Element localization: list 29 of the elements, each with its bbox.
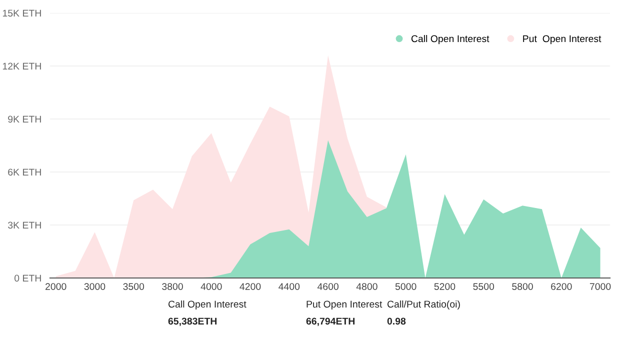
- x-tick-label: 6200: [551, 283, 572, 290]
- y-tick-label: 9K ETH: [8, 116, 41, 123]
- x-tick-label: 4000: [200, 283, 222, 290]
- x-tick-label: 4400: [278, 283, 300, 290]
- y-tick-label: 6K ETH: [8, 168, 41, 176]
- x-tick-label: 5800: [512, 283, 533, 290]
- y-tick-label: 15K ETH: [2, 10, 41, 17]
- text: Call/Put Ratio(oi): [387, 300, 460, 310]
- x-tick-label: 4200: [240, 283, 261, 290]
- x-tick-label: 7000: [590, 283, 611, 290]
- text: 66,794ETH: [306, 318, 355, 326]
- text: Put Open Interest: [306, 300, 382, 310]
- text: 0.98: [387, 318, 406, 325]
- x-tick-label: 4600: [317, 283, 338, 290]
- x-tick-label: 3500: [123, 283, 144, 290]
- legend-label: Call Open Interest: [411, 35, 490, 44]
- x-tick-label: 4800: [356, 283, 378, 290]
- x-tick-label: 3800: [162, 283, 183, 290]
- y-tick-label: 12K ETH: [2, 62, 41, 70]
- y-tick-label: 0 ETH: [14, 274, 41, 282]
- x-tick-label: 5500: [473, 283, 494, 290]
- x-tick-label: 5000: [395, 283, 416, 290]
- legend-label: Put Open Interest: [523, 35, 602, 44]
- text: Call Open Interest: [168, 300, 246, 310]
- y-tick-label: 3K ETH: [8, 222, 41, 229]
- text: 65,383ETH: [168, 318, 217, 326]
- x-tick-label: 2000: [46, 283, 66, 290]
- x-tick-label: 5200: [434, 283, 456, 290]
- x-tick-label: 3000: [84, 283, 106, 290]
